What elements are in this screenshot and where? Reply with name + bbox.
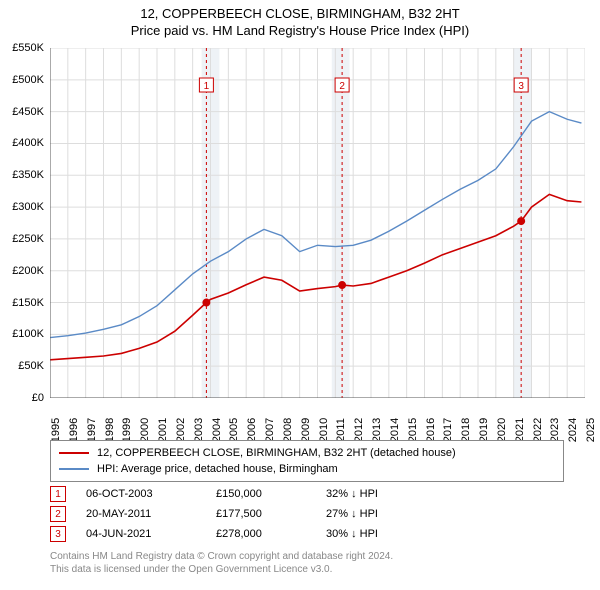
legend-row-property: 12, COPPERBEECH CLOSE, BIRMINGHAM, B32 2… (59, 445, 555, 461)
x-tick-label: 1995 (50, 418, 62, 442)
x-tick-label: 1997 (86, 418, 98, 442)
events-block: 1 06-OCT-2003£150,00032% ↓ HPI 2 20-MAY-201… (50, 484, 546, 544)
footer-note: Contains HM Land Registry data © Crown c… (50, 550, 550, 576)
x-tick-label: 2025 (585, 418, 597, 442)
y-tick-label: £150K (12, 297, 44, 309)
x-tick-label: 1996 (68, 418, 80, 442)
y-axis: £0£50K£100K£150K£200K£250K£300K£350K£400… (0, 48, 48, 398)
y-tick-label: £250K (12, 233, 44, 245)
x-tick-label: 2024 (567, 418, 579, 442)
x-tick-label: 2022 (532, 418, 544, 442)
svg-text:2: 2 (339, 81, 345, 92)
event-row: 2 20-MAY-2011£177,50027% ↓ HPI (50, 504, 546, 524)
event-price: £278,000 (216, 528, 326, 540)
event-price: £150,000 (216, 488, 326, 500)
x-tick-label: 2019 (478, 418, 490, 442)
x-tick-label: 2012 (353, 418, 365, 442)
y-tick-label: £300K (12, 201, 44, 213)
y-tick-label: £100K (12, 328, 44, 340)
event-row: 3 04-JUN-2021£278,00030% ↓ HPI (50, 524, 546, 544)
x-tick-label: 2020 (496, 418, 508, 442)
x-tick-label: 2002 (175, 418, 187, 442)
event-marker: 1 (50, 486, 66, 502)
x-tick-label: 2010 (318, 418, 330, 442)
event-row: 1 06-OCT-2003£150,00032% ↓ HPI (50, 484, 546, 504)
x-tick-label: 2018 (460, 418, 472, 442)
x-tick-label: 2003 (193, 418, 205, 442)
x-tick-label: 2006 (246, 418, 258, 442)
x-tick-label: 2011 (335, 418, 347, 442)
y-tick-label: £50K (18, 360, 44, 372)
event-price: £177,500 (216, 508, 326, 520)
event-diff: 27% ↓ HPI (326, 508, 378, 520)
x-tick-label: 2016 (425, 418, 437, 442)
title-line1: 12, COPPERBEECH CLOSE, BIRMINGHAM, B32 2… (0, 6, 600, 21)
x-tick-label: 2004 (211, 418, 223, 442)
y-tick-label: £0 (32, 392, 44, 404)
x-tick-label: 2013 (371, 418, 383, 442)
footer-line1: Contains HM Land Registry data © Crown c… (50, 550, 550, 563)
y-tick-label: £500K (12, 74, 44, 86)
x-tick-label: 2001 (157, 418, 169, 442)
legend: 12, COPPERBEECH CLOSE, BIRMINGHAM, B32 2… (50, 440, 564, 482)
legend-label-property: 12, COPPERBEECH CLOSE, BIRMINGHAM, B32 2… (97, 447, 456, 459)
x-tick-label: 2023 (549, 418, 561, 442)
event-date: 20-MAY-2011 (86, 508, 216, 520)
event-marker: 3 (50, 526, 66, 542)
x-tick-label: 2015 (407, 418, 419, 442)
y-tick-label: £200K (12, 265, 44, 277)
y-tick-label: £550K (12, 42, 44, 54)
x-tick-label: 2021 (514, 418, 526, 442)
x-tick-label: 2000 (139, 418, 151, 442)
legend-swatch-property (59, 452, 89, 454)
x-tick-label: 2008 (282, 418, 294, 442)
event-date: 06-OCT-2003 (86, 488, 216, 500)
legend-row-hpi: HPI: Average price, detached house, Birm… (59, 461, 555, 477)
legend-swatch-hpi (59, 468, 89, 470)
x-tick-label: 1999 (121, 418, 133, 442)
chart-area: 1 2 3 (50, 48, 585, 398)
x-tick-label: 2017 (442, 418, 454, 442)
x-tick-label: 2007 (264, 418, 276, 442)
y-tick-label: £350K (12, 169, 44, 181)
x-tick-label: 2005 (228, 418, 240, 442)
event-marker: 2 (50, 506, 66, 522)
title-block: 12, COPPERBEECH CLOSE, BIRMINGHAM, B32 2… (0, 0, 600, 38)
footer-line2: This data is licensed under the Open Gov… (50, 563, 550, 576)
x-tick-label: 1998 (104, 418, 116, 442)
svg-text:3: 3 (518, 81, 524, 92)
x-tick-label: 2009 (300, 418, 312, 442)
title-line2: Price paid vs. HM Land Registry's House … (0, 23, 600, 38)
legend-label-hpi: HPI: Average price, detached house, Birm… (97, 463, 338, 475)
event-diff: 32% ↓ HPI (326, 488, 378, 500)
event-diff: 30% ↓ HPI (326, 528, 378, 540)
x-tick-label: 2014 (389, 418, 401, 442)
event-date: 04-JUN-2021 (86, 528, 216, 540)
x-axis: 1995 1996 1997 1998 1999 2000 2001 2002 2003 2004… (50, 400, 585, 440)
chart-container: 12, COPPERBEECH CLOSE, BIRMINGHAM, B32 2… (0, 0, 600, 590)
svg-text:1: 1 (204, 81, 210, 92)
y-tick-label: £450K (12, 106, 44, 118)
y-tick-label: £400K (12, 137, 44, 149)
chart-svg: 1 2 3 (50, 48, 585, 398)
